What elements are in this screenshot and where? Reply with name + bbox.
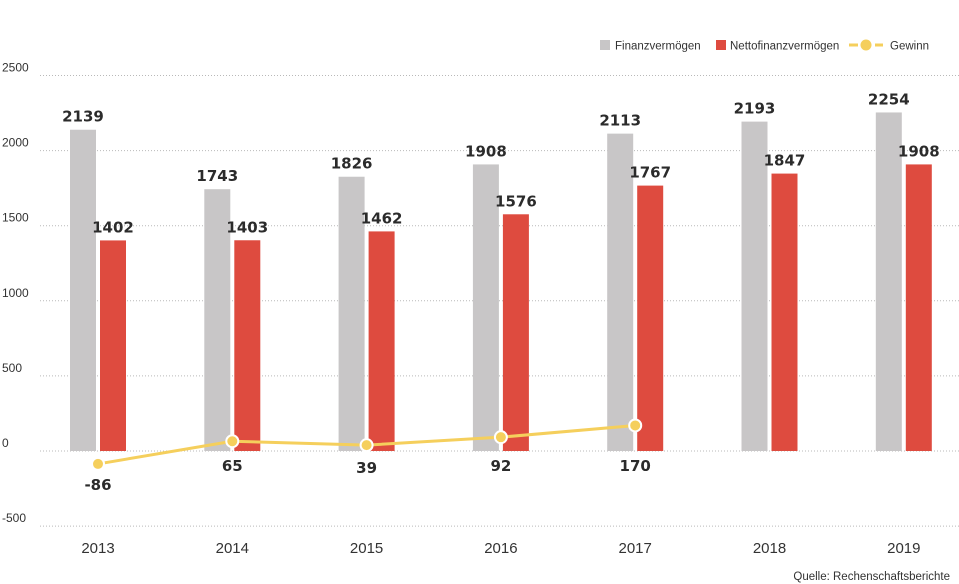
y-tick-label: -500 [2,511,26,525]
data-label: 1576 [495,192,537,210]
data-label: 1826 [331,155,373,173]
x-tick-label: 2015 [350,540,383,557]
y-axis-ticks: -500 0 500 1000 1500 2000 2500 [2,61,29,526]
data-label: 1767 [629,164,671,182]
legend-label-nettofinanzvermoegen: Nettofinanzvermögen [730,41,839,53]
bar [502,214,529,451]
bar [472,164,499,451]
x-tick-label: 2014 [216,540,249,557]
x-tick-label: 2013 [81,540,114,557]
data-label: 1403 [226,218,268,236]
data-label: 1462 [361,209,403,227]
x-tick-label: 2017 [619,540,652,557]
legend: Finanzvermögen Nettofinanzvermögen Gewin… [600,39,929,53]
y-tick-label: 2500 [2,61,29,75]
line-point [225,434,240,449]
bar [905,164,932,451]
legend-label-gewinn: Gewinn [890,41,929,53]
bar [875,112,902,451]
data-label: 1847 [764,152,806,170]
legend-swatch-finanzvermoegen [600,40,610,50]
line-point [91,456,105,471]
bar [338,176,365,451]
y-tick-label: 1000 [2,286,29,300]
bar [607,133,634,452]
line-point [628,418,643,433]
bar [100,240,126,451]
y-tick-label: 2000 [2,136,29,150]
data-label: 2193 [734,100,776,118]
data-label: 1402 [92,218,134,236]
legend-swatch-gewinn [849,39,883,51]
data-label: 2254 [868,90,910,108]
x-tick-label: 2018 [753,540,786,557]
legend-swatch-nettofinanzvermoegen [716,40,726,50]
line-point [359,438,374,453]
legend-label-finanzvermoegen: Finanzvermögen [615,41,701,53]
gewinn-line [91,418,643,471]
bar [368,231,395,451]
grid-lines [40,75,959,527]
x-axis-ticks: 2013 2014 2015 2016 2017 2018 2019 [81,540,920,557]
bar [771,173,798,451]
data-label: 92 [490,457,511,475]
y-tick-label: 0 [2,436,9,450]
value-labels: 2139 1743 1826 1908 2113 2193 2254 1402 1403 1462… [62,90,940,493]
data-label: 2139 [62,108,104,126]
data-label: 39 [356,459,377,477]
y-tick-label: 1500 [2,211,29,225]
bars [70,112,932,452]
bar [70,129,96,451]
data-label: 1743 [196,167,238,185]
source-note: Quelle: Rechenschaftsberichte [793,571,950,583]
data-label: 170 [620,457,651,475]
data-label: -86 [84,476,111,494]
data-label: 65 [222,457,243,475]
data-label: 1908 [898,142,940,160]
y-tick-label: 500 [2,361,22,375]
x-tick-label: 2016 [484,540,517,557]
bar [204,189,231,451]
x-tick-label: 2019 [887,540,920,557]
data-label: 1908 [465,142,507,160]
data-label: 2113 [599,112,641,130]
bar [637,185,664,451]
line-point [493,430,508,445]
bar [741,121,768,452]
bar [234,240,261,451]
